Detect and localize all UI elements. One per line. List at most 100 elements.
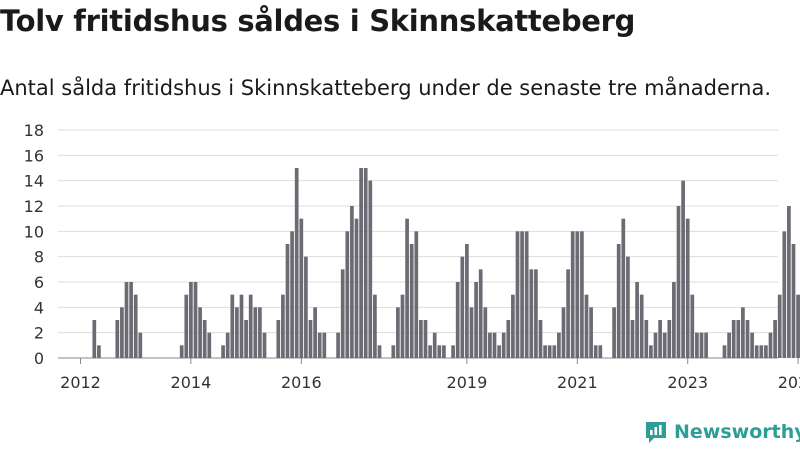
bar: [258, 307, 262, 358]
bar: [483, 307, 488, 358]
bar: [138, 332, 143, 358]
x-tick-label: 2019: [447, 373, 488, 392]
bar: [685, 218, 690, 358]
bar: [621, 218, 626, 358]
bar: [635, 282, 639, 358]
bar: [322, 332, 327, 358]
bar: [428, 345, 432, 358]
bar: [129, 282, 133, 358]
bar: [690, 294, 695, 358]
bar: [313, 307, 317, 358]
bar: [543, 345, 547, 358]
bar: [552, 345, 557, 358]
bar: [207, 332, 212, 358]
x-tick-label: 2025: [778, 373, 800, 392]
bar: [759, 345, 764, 358]
bar: [97, 345, 101, 358]
bar: [787, 206, 791, 358]
bar: [488, 332, 492, 358]
bar: [524, 231, 529, 358]
bar: [584, 294, 589, 358]
bar: [580, 231, 584, 358]
bar: [276, 320, 281, 358]
bar: [570, 231, 575, 358]
bar: [777, 294, 782, 358]
bar: [649, 345, 653, 358]
brand-logo[interactable]: Newsworthy: [644, 420, 800, 444]
bar: [92, 320, 97, 358]
y-tick-label: 14: [24, 172, 44, 191]
bar: [704, 332, 708, 358]
bar: [363, 168, 368, 358]
bar: [593, 345, 598, 358]
bar: [455, 282, 460, 358]
y-tick-label: 8: [34, 248, 44, 267]
x-tick-label: 2023: [667, 373, 708, 392]
bar: [368, 180, 373, 358]
newsworthy-chart-icon: [646, 422, 666, 443]
bar: [745, 320, 750, 358]
bar: [124, 282, 129, 358]
bar: [534, 269, 538, 358]
bar: [768, 332, 773, 358]
y-tick-label: 2: [34, 324, 44, 343]
bar: [764, 345, 768, 358]
bar: [409, 244, 414, 358]
bar: [575, 231, 580, 358]
bar: [285, 244, 290, 358]
bar: [340, 269, 345, 358]
bar: [230, 294, 235, 358]
bar: [253, 307, 258, 358]
bar: [354, 218, 359, 358]
bar: [225, 332, 230, 358]
bar: [501, 332, 506, 358]
bar: [235, 307, 239, 358]
bar: [133, 294, 138, 358]
bar: [626, 256, 630, 358]
bar: [281, 294, 285, 358]
bar: [773, 320, 777, 358]
bar: [731, 320, 736, 358]
bar: [538, 320, 543, 358]
x-tick-label: 2014: [171, 373, 212, 392]
bar: [639, 294, 644, 358]
y-tick-label: 6: [34, 273, 44, 292]
bar: [736, 320, 741, 358]
y-tick-label: 18: [24, 121, 44, 140]
bar: [221, 345, 225, 358]
chart-subtitle: Antal sålda fritidshus i Skinnskatteberg…: [0, 76, 771, 100]
bar: [520, 231, 524, 358]
bar: [741, 307, 745, 358]
bar: [662, 332, 667, 358]
bar: [239, 294, 244, 358]
bar: [350, 206, 354, 358]
brand-name: Newsworthy: [674, 421, 800, 443]
bar: [308, 320, 313, 358]
bar: [699, 332, 704, 358]
bar: [589, 307, 593, 358]
bar: [529, 269, 534, 358]
bar: [248, 294, 253, 358]
bar: [432, 332, 437, 358]
bar: [465, 244, 469, 358]
bar: [437, 345, 442, 358]
bar: [616, 244, 621, 358]
bar: [184, 294, 189, 358]
bar: [497, 345, 501, 358]
bar: [598, 345, 603, 358]
bar: [750, 332, 754, 358]
bar: [561, 307, 566, 358]
bar: [796, 294, 800, 358]
bar: [547, 345, 552, 358]
x-tick-label: 2016: [281, 373, 322, 392]
bar: [202, 320, 207, 358]
y-tick-label: 0: [34, 349, 44, 368]
bar: [722, 345, 727, 358]
bar: [262, 332, 267, 358]
bar: [442, 345, 446, 358]
bar: [681, 180, 685, 358]
bar: [612, 307, 616, 358]
bar: [658, 320, 662, 358]
bar: [359, 168, 363, 358]
